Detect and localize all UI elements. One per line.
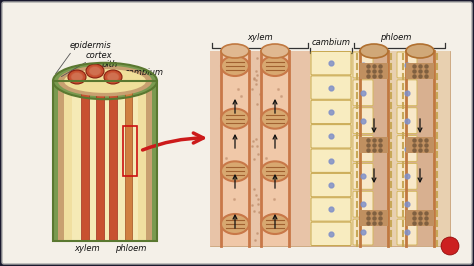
Bar bbox=[360, 51, 388, 246]
Ellipse shape bbox=[104, 70, 122, 84]
FancyBboxPatch shape bbox=[2, 2, 472, 264]
FancyBboxPatch shape bbox=[353, 191, 373, 217]
FancyBboxPatch shape bbox=[311, 222, 351, 246]
Ellipse shape bbox=[86, 64, 104, 78]
Ellipse shape bbox=[221, 214, 249, 234]
Text: phloem: phloem bbox=[115, 244, 146, 253]
Bar bbox=[53, 81, 157, 241]
Ellipse shape bbox=[71, 73, 83, 81]
FancyBboxPatch shape bbox=[353, 219, 373, 245]
FancyBboxPatch shape bbox=[353, 80, 373, 106]
Bar bbox=[109, 81, 117, 241]
Bar bbox=[261, 51, 289, 246]
Bar bbox=[81, 81, 89, 241]
FancyBboxPatch shape bbox=[397, 191, 417, 217]
FancyBboxPatch shape bbox=[353, 163, 373, 189]
FancyBboxPatch shape bbox=[397, 136, 417, 161]
Circle shape bbox=[441, 237, 459, 255]
Bar bbox=[210, 51, 310, 246]
Ellipse shape bbox=[261, 109, 289, 129]
FancyBboxPatch shape bbox=[311, 173, 351, 197]
FancyBboxPatch shape bbox=[397, 52, 417, 78]
FancyBboxPatch shape bbox=[353, 52, 373, 78]
Text: cambium: cambium bbox=[125, 68, 164, 77]
Bar bbox=[64, 81, 146, 241]
FancyBboxPatch shape bbox=[311, 149, 351, 172]
Ellipse shape bbox=[58, 66, 152, 96]
Bar bbox=[58, 81, 152, 241]
FancyBboxPatch shape bbox=[353, 136, 373, 161]
Bar bbox=[310, 51, 352, 246]
Ellipse shape bbox=[261, 161, 289, 181]
FancyBboxPatch shape bbox=[397, 108, 417, 134]
Text: cambium: cambium bbox=[311, 38, 350, 47]
FancyBboxPatch shape bbox=[311, 100, 351, 124]
FancyBboxPatch shape bbox=[397, 80, 417, 106]
FancyBboxPatch shape bbox=[311, 52, 351, 75]
Bar bbox=[125, 81, 132, 241]
FancyBboxPatch shape bbox=[353, 108, 373, 134]
Text: cortex: cortex bbox=[86, 51, 113, 60]
Bar bbox=[123, 126, 137, 176]
Ellipse shape bbox=[221, 44, 249, 58]
Text: phloem: phloem bbox=[380, 33, 412, 42]
Ellipse shape bbox=[261, 44, 289, 58]
FancyBboxPatch shape bbox=[311, 125, 351, 148]
Bar bbox=[406, 63, 434, 79]
Bar bbox=[360, 210, 388, 226]
Ellipse shape bbox=[360, 44, 388, 58]
Ellipse shape bbox=[261, 56, 289, 76]
Ellipse shape bbox=[261, 214, 289, 234]
Bar bbox=[406, 210, 434, 226]
Ellipse shape bbox=[221, 161, 249, 181]
Bar bbox=[406, 51, 434, 246]
Bar bbox=[210, 51, 450, 246]
Bar bbox=[352, 51, 450, 246]
FancyBboxPatch shape bbox=[311, 76, 351, 99]
FancyBboxPatch shape bbox=[311, 198, 351, 221]
Ellipse shape bbox=[406, 44, 434, 58]
Ellipse shape bbox=[221, 109, 249, 129]
Text: epidermis: epidermis bbox=[70, 41, 112, 50]
Bar bbox=[406, 136, 434, 152]
FancyBboxPatch shape bbox=[397, 219, 417, 245]
Bar bbox=[96, 81, 104, 241]
Text: xylem: xylem bbox=[247, 33, 273, 42]
Text: pith: pith bbox=[101, 60, 117, 69]
Bar bbox=[360, 63, 388, 79]
Ellipse shape bbox=[107, 73, 119, 81]
Text: xylem: xylem bbox=[74, 244, 100, 253]
Ellipse shape bbox=[68, 70, 86, 84]
Bar bbox=[221, 51, 249, 246]
Ellipse shape bbox=[53, 63, 157, 99]
Bar bbox=[53, 81, 157, 241]
Bar bbox=[72, 81, 138, 241]
Bar bbox=[360, 136, 388, 152]
Ellipse shape bbox=[64, 69, 146, 93]
Ellipse shape bbox=[221, 56, 249, 76]
Ellipse shape bbox=[89, 66, 101, 76]
FancyBboxPatch shape bbox=[397, 163, 417, 189]
